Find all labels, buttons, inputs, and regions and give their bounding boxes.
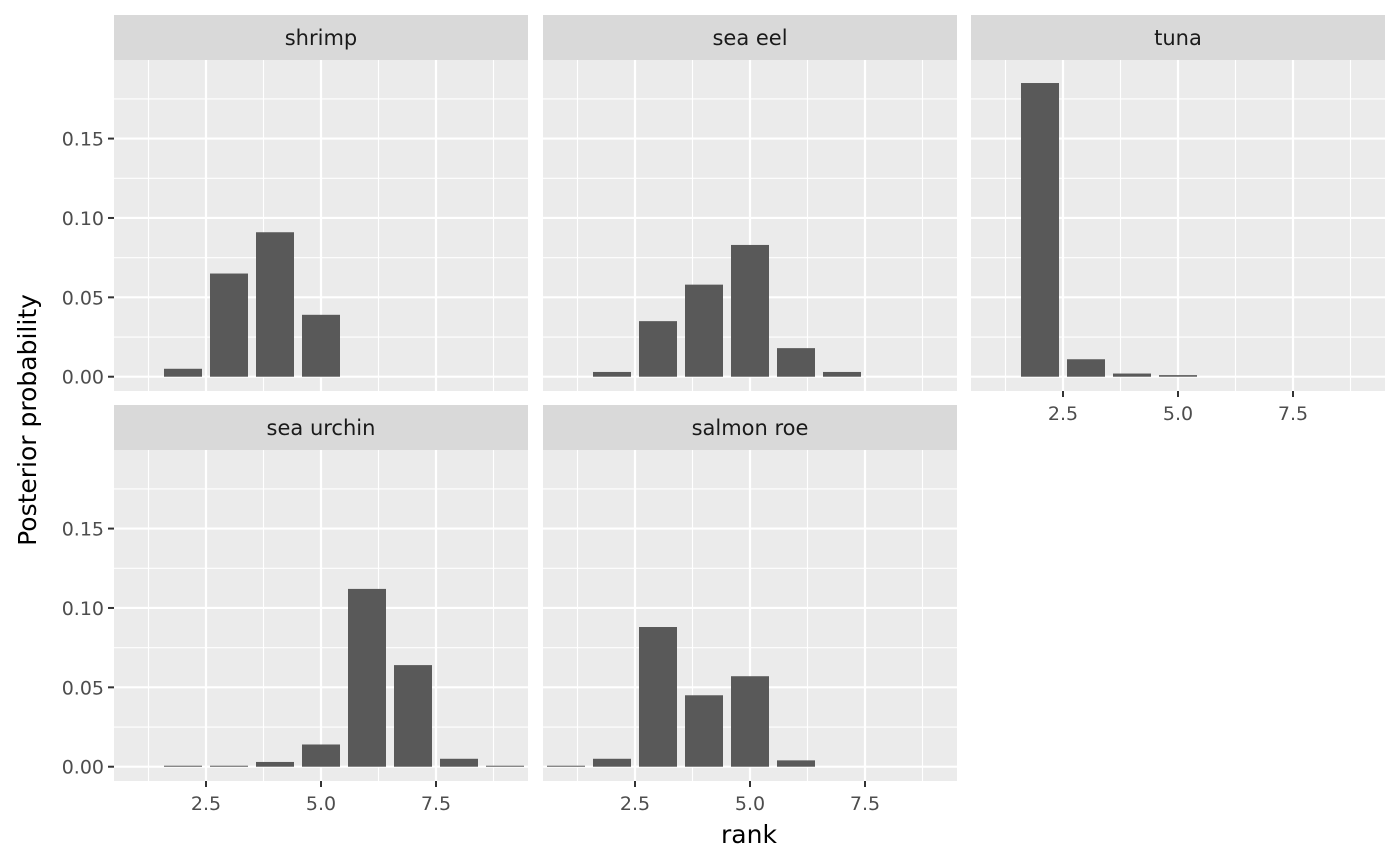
y-tick-label: 0.10 (62, 208, 104, 230)
y-tick-label: 0.15 (62, 519, 104, 541)
facet-strip-label: shrimp (285, 26, 358, 50)
facet-strip (114, 405, 528, 450)
bar (1021, 83, 1059, 377)
bar (777, 348, 815, 377)
y-tick-label: 0.15 (62, 129, 104, 151)
facet-strip (543, 15, 957, 60)
bar (731, 244, 769, 377)
bar (593, 371, 631, 377)
x-tick-label: 5.0 (735, 793, 765, 815)
bar (685, 695, 723, 767)
x-tick-label: 2.5 (620, 793, 650, 815)
bar (1159, 375, 1197, 377)
y-tick-label: 0.05 (62, 287, 104, 309)
bar (486, 765, 524, 767)
bar (302, 314, 340, 377)
bar (348, 588, 386, 767)
bar (593, 758, 631, 767)
bar (210, 765, 248, 767)
y-tick-label: 0.00 (62, 367, 104, 389)
bar (823, 371, 861, 377)
bar (210, 273, 248, 377)
y-tick-label: 0.10 (62, 598, 104, 620)
facet-strip-label: salmon roe (692, 416, 809, 440)
x-tick-label: 5.0 (1163, 403, 1193, 425)
x-tick-label: 7.5 (1278, 403, 1308, 425)
bar (440, 758, 478, 767)
bar (639, 321, 677, 377)
facet-strip (114, 15, 528, 60)
facet-panel-sea-eel: sea eel (543, 15, 957, 391)
x-tick-label: 7.5 (421, 793, 451, 815)
facet-panel-salmon-roe: salmon roe 2.5 5.0 7.5 (543, 405, 957, 815)
bar (1113, 373, 1151, 377)
facet-strip (543, 405, 957, 450)
bar (731, 676, 769, 767)
bar (164, 368, 202, 377)
x-axis-title: rank (721, 820, 777, 849)
bar (164, 765, 202, 767)
x-tick-label: 5.0 (306, 793, 336, 815)
bar (302, 744, 340, 767)
x-tick-label: 2.5 (1048, 403, 1078, 425)
facet-panel-sea-urchin: sea urchin 0.00 0.05 0.10 0.15 2.5 5.0 7.5 (62, 405, 528, 815)
bar (1067, 359, 1105, 377)
y-axis-title: Posterior probability (13, 294, 42, 546)
y-tick-label: 0.05 (62, 677, 104, 699)
facet-strip (971, 15, 1385, 60)
bar (394, 665, 432, 767)
bar (685, 284, 723, 377)
x-tick-label: 7.5 (850, 793, 880, 815)
facet-strip-label: tuna (1154, 26, 1202, 50)
y-tick-label: 0.00 (62, 757, 104, 779)
facet-panel-shrimp: shrimp 0.00 0.05 0.10 0.15 (62, 15, 528, 391)
bar (256, 761, 294, 767)
x-tick-label: 2.5 (191, 793, 221, 815)
facet-strip-label: sea eel (712, 26, 787, 50)
facet-panel-tuna: tuna 2.5 5.0 7.5 (971, 15, 1385, 425)
bar (777, 760, 815, 767)
bar (256, 232, 294, 377)
facet-strip-label: sea urchin (267, 416, 376, 440)
bar (547, 765, 585, 767)
bar (639, 627, 677, 767)
